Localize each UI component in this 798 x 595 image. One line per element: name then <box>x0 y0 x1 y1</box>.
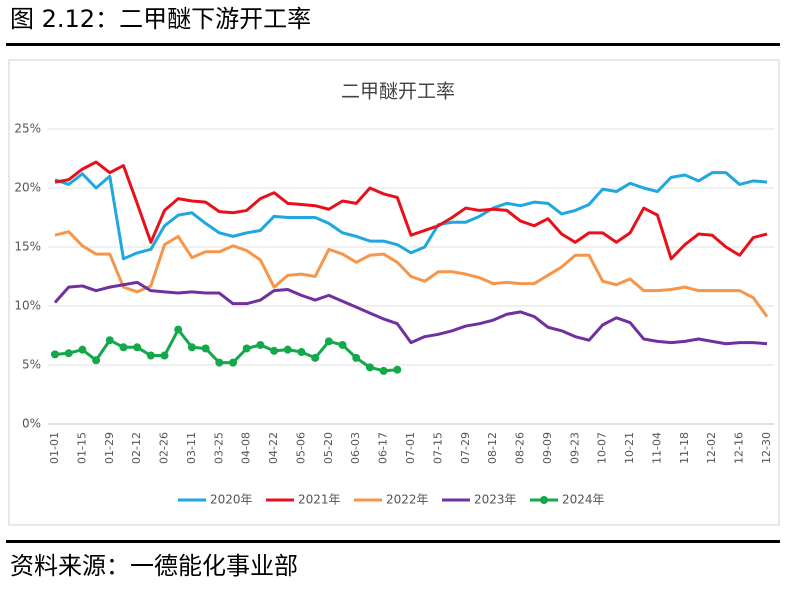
x-tick-label: 09-23 <box>568 432 581 464</box>
x-tick-label: 03-11 <box>185 432 198 464</box>
legend-marker <box>540 496 548 504</box>
series-marker <box>51 350 59 359</box>
series-marker <box>338 340 347 349</box>
series-marker <box>146 351 155 360</box>
series-marker <box>379 366 388 375</box>
legend-label: 2022年 <box>386 493 429 507</box>
series-marker <box>174 325 183 334</box>
x-tick-label: 07-01 <box>404 432 417 464</box>
x-tick-label: 06-17 <box>377 432 390 464</box>
legend-label: 2020年 <box>210 493 253 507</box>
series-marker <box>365 363 374 372</box>
figure-heading: 图 2.12：二甲醚下游开工率 <box>10 5 311 33</box>
y-tick-label: 25% <box>14 122 41 136</box>
footer-rule <box>6 540 780 543</box>
x-tick-label: 07-29 <box>459 432 472 464</box>
legend-label: 2023年 <box>474 493 517 507</box>
series-marker <box>105 336 114 345</box>
series-marker <box>393 365 402 374</box>
series-marker <box>133 343 142 352</box>
x-tick-label: 08-12 <box>486 432 499 464</box>
x-tick-label: 01-15 <box>75 432 88 464</box>
series-marker <box>92 356 101 365</box>
x-tick-label: 06-03 <box>349 432 362 464</box>
series-marker <box>119 343 128 352</box>
x-tick-label: 02-26 <box>158 432 171 464</box>
series-line <box>54 160 768 261</box>
heading-rule <box>6 43 780 46</box>
y-tick-label: 10% <box>14 299 41 313</box>
y-tick-label: 5% <box>22 358 41 372</box>
x-tick-label: 07-15 <box>431 432 444 464</box>
x-tick-label: 01-01 <box>48 432 61 464</box>
x-tick-label: 08-26 <box>514 432 527 464</box>
x-tick-label: 02-12 <box>130 432 143 464</box>
x-tick-label: 01-29 <box>103 432 116 464</box>
x-tick-label: 11-04 <box>650 432 663 464</box>
x-tick-label: 04-22 <box>267 432 280 464</box>
x-tick-label: 10-07 <box>596 432 609 464</box>
series-marker <box>78 345 87 354</box>
x-tick-label: 05-06 <box>294 432 307 464</box>
x-tick-label: 12-02 <box>705 432 718 464</box>
y-tick-label: 0% <box>22 417 41 431</box>
x-tick-label: 05-20 <box>322 432 335 464</box>
series-marker <box>311 353 320 362</box>
series-marker <box>324 337 333 346</box>
y-tick-label: 15% <box>14 240 41 254</box>
x-tick-label: 09-09 <box>541 432 554 464</box>
x-tick-label: 12-30 <box>760 432 773 464</box>
series-marker <box>229 358 237 367</box>
series-marker <box>352 353 361 362</box>
source-note: 资料来源：一德能化事业部 <box>10 552 298 580</box>
y-tick-label: 20% <box>14 181 41 195</box>
series-marker <box>187 343 196 352</box>
x-tick-label: 04-08 <box>240 432 253 464</box>
legend-label: 2021年 <box>298 493 341 507</box>
series-marker <box>256 340 265 349</box>
series-marker <box>283 345 292 354</box>
series-marker <box>201 344 210 353</box>
x-tick-label: 12-16 <box>733 432 746 464</box>
series-marker <box>215 358 224 367</box>
series-marker <box>242 344 251 353</box>
x-tick-label: 03-25 <box>212 432 225 464</box>
legend-label: 2024年 <box>562 493 605 507</box>
series-marker <box>160 351 169 360</box>
series-line <box>53 280 768 346</box>
x-tick-label: 11-18 <box>678 432 691 464</box>
series-marker <box>64 349 73 358</box>
series-line <box>54 171 768 261</box>
series-marker <box>270 346 279 355</box>
series-marker <box>297 348 306 357</box>
series-line <box>54 230 769 318</box>
chart-frame <box>8 59 780 526</box>
x-tick-label: 10-21 <box>623 432 636 464</box>
chart-title: 二甲醚开工率 <box>341 81 455 103</box>
